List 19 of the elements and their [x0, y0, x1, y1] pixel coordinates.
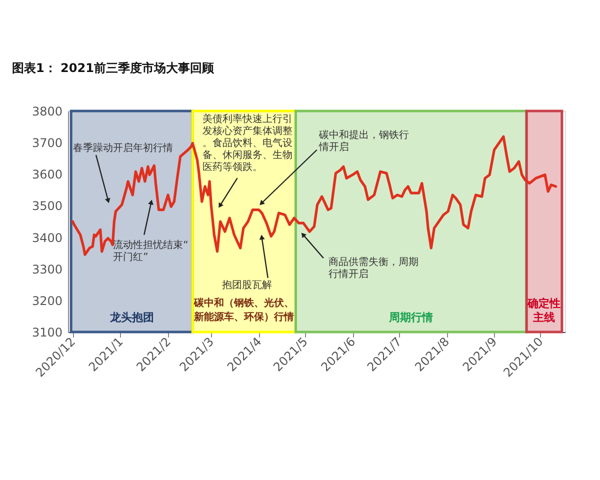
annotation: 商品供需失衡，周期行情开启: [328, 256, 418, 280]
band-label: 龙头抱团: [108, 311, 154, 324]
y-tick-label: 3500: [32, 199, 62, 214]
y-tick-label: 3800: [32, 104, 62, 118]
y-tick-label: 3400: [32, 230, 62, 245]
y-tick-label: 3100: [32, 326, 62, 340]
annotation: 流动性担忧结束“开门红”: [113, 238, 188, 263]
y-tick-label: 3200: [32, 294, 62, 308]
annotation: 抱团股瓦解: [222, 278, 272, 291]
annotation: 春季躁动开启年初行情: [73, 142, 174, 154]
annotation: 美债利率快速上行引发核心资产集体调整。食品饮料、电气设备、休闲服务、生物医药等领跌。: [202, 113, 292, 174]
annotation: 碳中和提出，钢铁行情开启: [318, 128, 409, 153]
band-label: 周期行情: [388, 311, 434, 324]
band-label: 碳中和（钢铁、光伏、新能源车、环保）行情: [193, 297, 294, 323]
y-tick-label: 3700: [32, 136, 62, 150]
y-tick-label: 3300: [32, 262, 62, 276]
band-label: 确定性主线: [526, 297, 561, 324]
chart-title: 图表1： 2021前三季度市场大事回顾: [12, 61, 215, 75]
y-tick-label: 3600: [32, 168, 62, 182]
